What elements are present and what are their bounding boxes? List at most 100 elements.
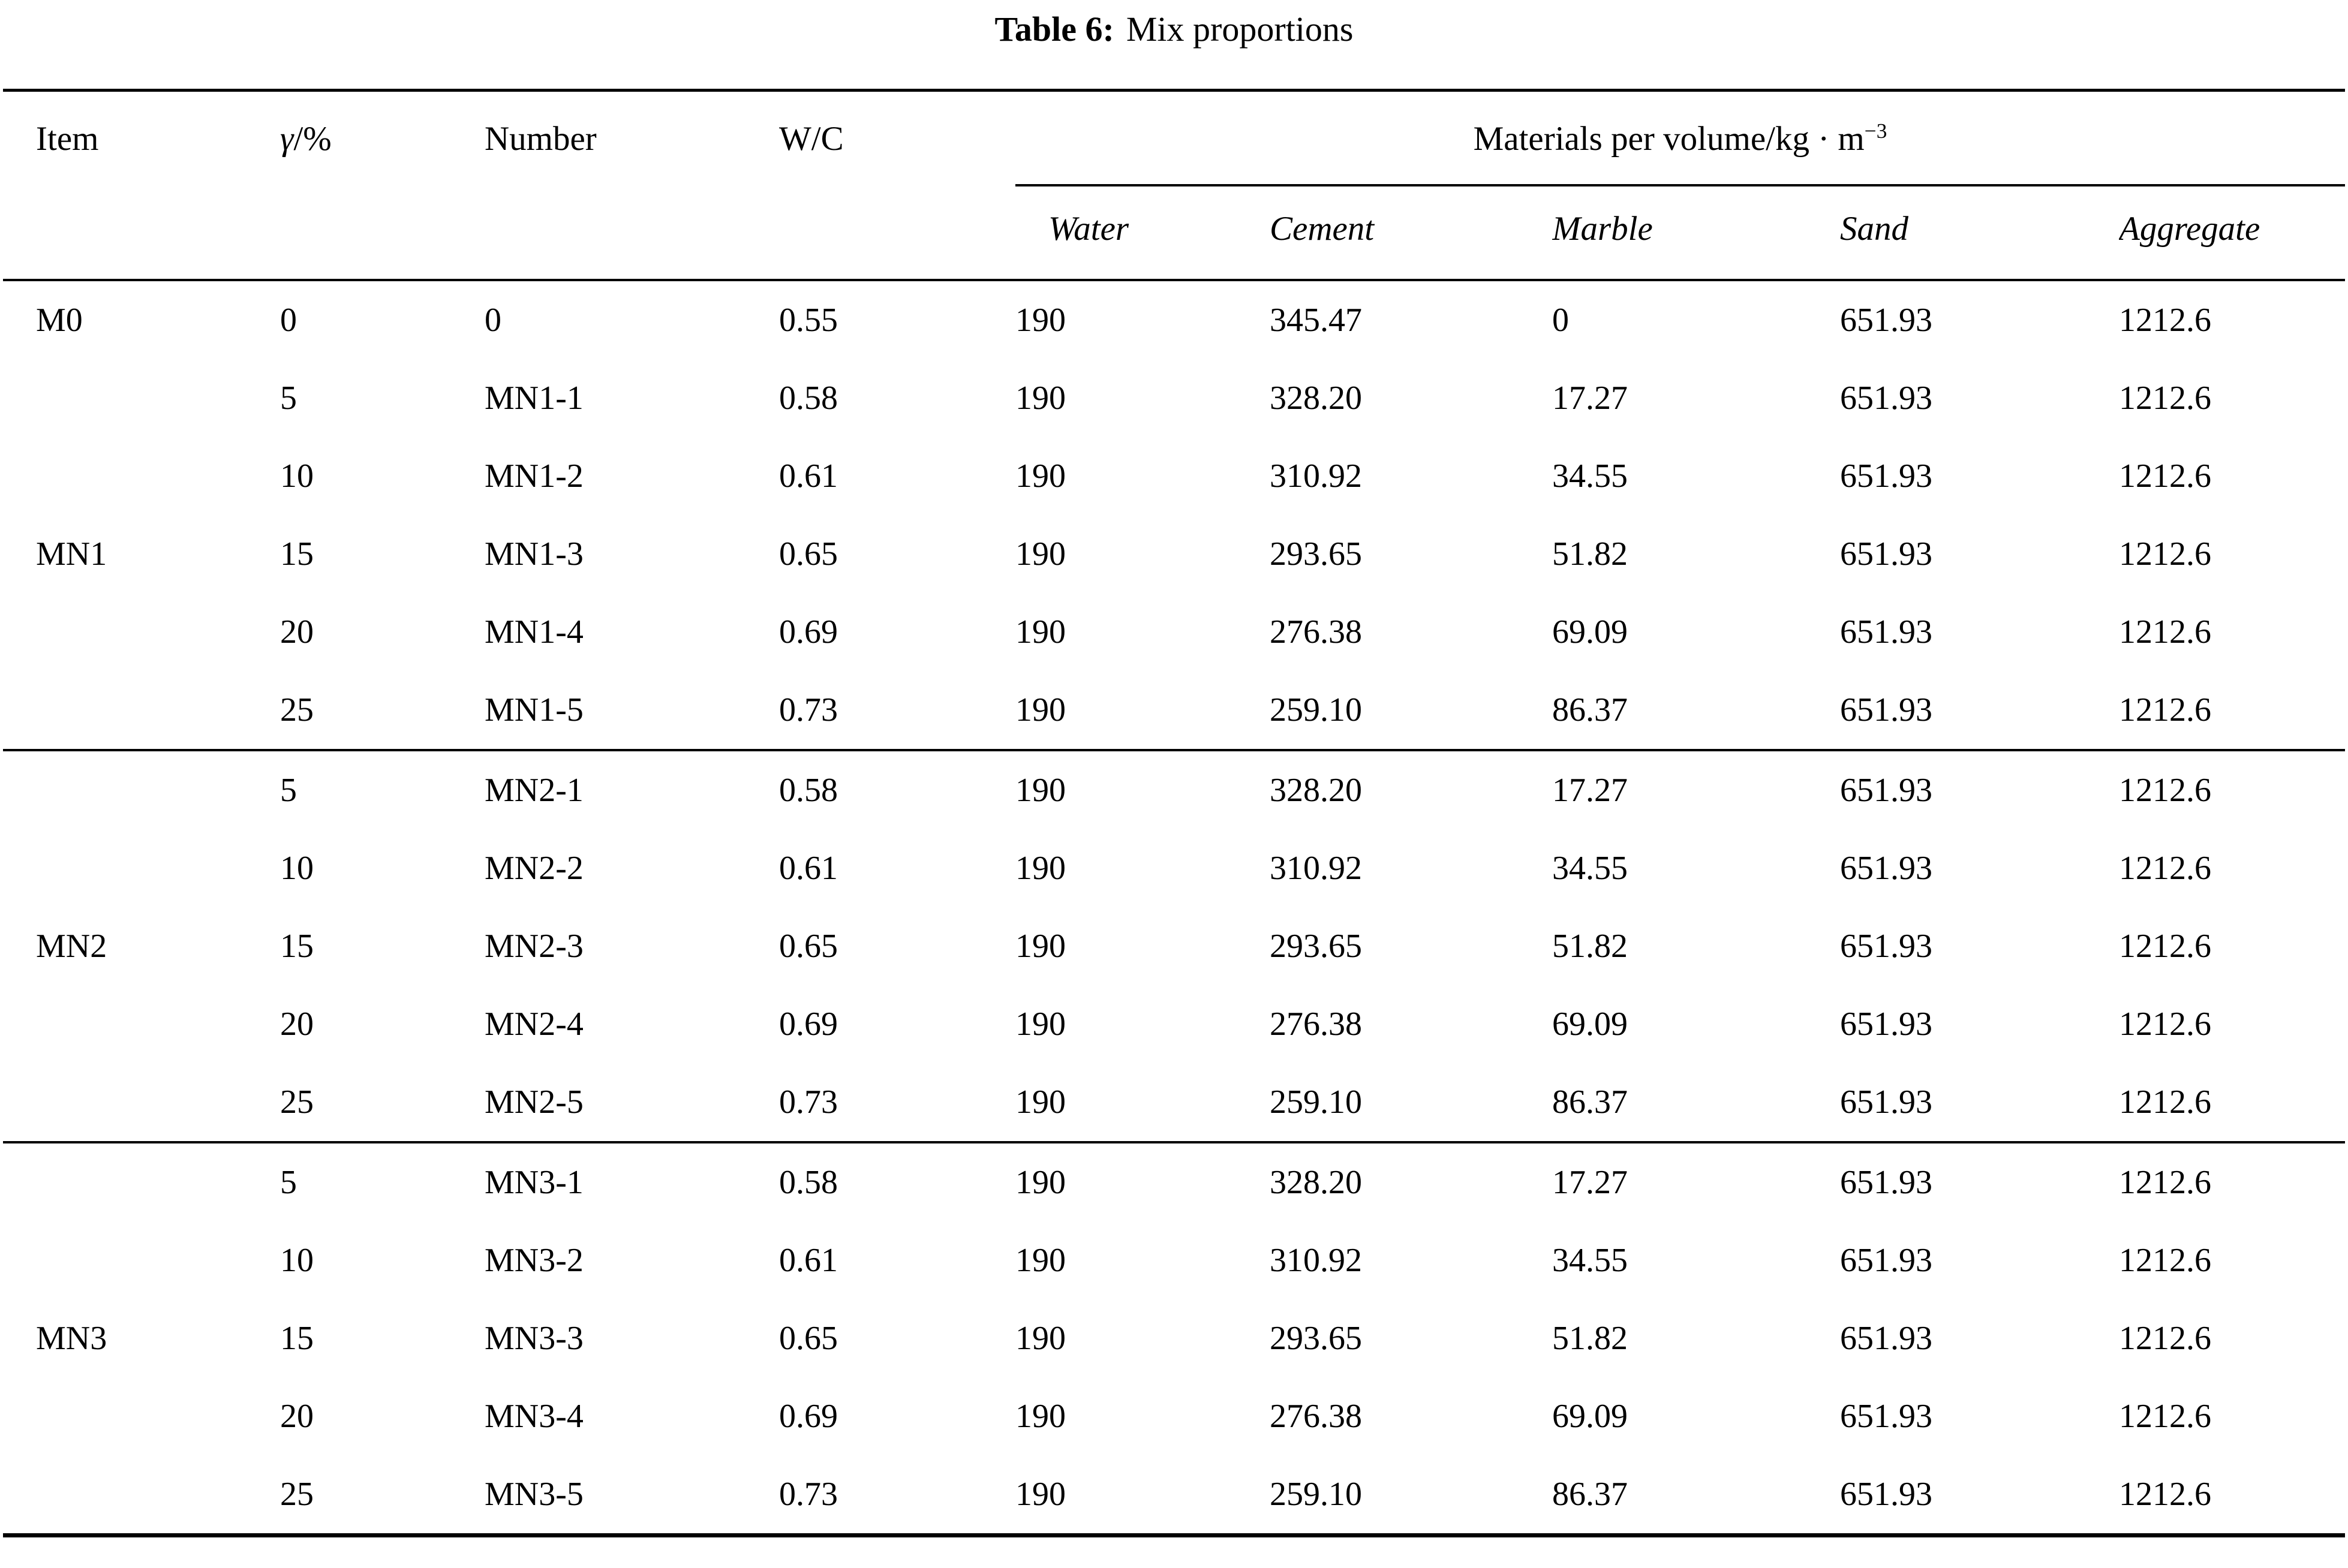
cell-item <box>3 985 280 1063</box>
header-materials-group: Materials per volume/kg · m−3 <box>1015 90 2345 186</box>
cell-number: 0 <box>485 302 501 339</box>
cell-gamma: 5 <box>280 1141 485 1221</box>
header-wc: W/C <box>779 90 1015 281</box>
table-row: 25 MN3-5 0.73 190 259.10 86.37 651.93 1212.6 <box>3 1455 2345 1536</box>
cell-sand: 651.93 <box>1840 302 1932 339</box>
cell-marble: 34.55 <box>1552 1242 1628 1279</box>
cell-wc: 0.73 <box>779 691 838 729</box>
cell-wc: 0.69 <box>779 613 838 651</box>
cell-sand: 651.93 <box>1840 1476 1932 1513</box>
cell-aggregate: 1212.6 <box>2119 1398 2211 1435</box>
cell-wc: 0.58 <box>779 749 1015 829</box>
cell-number: MN1-3 <box>485 535 584 573</box>
cell-item <box>3 1377 280 1455</box>
cell-item: MN2 <box>36 928 107 965</box>
cell-item <box>3 671 280 750</box>
cell-water: 190 <box>1015 850 1066 887</box>
header-row-main: Item γ/% Number W/C Materials per volume… <box>3 90 2345 281</box>
cell-marble: 0 <box>1552 302 1569 339</box>
cell-wc: 0.69 <box>779 1006 838 1043</box>
cell-aggregate: 1212.6 <box>2119 1476 2211 1513</box>
table-row: MN2 15 MN2-3 0.65 190 293.65 51.82 651.93 1212.6 <box>3 907 2345 985</box>
cell-cement: 328.20 <box>1270 1141 1552 1221</box>
cell-marble: 51.82 <box>1552 928 1628 965</box>
table-row: 5 MN2-1 0.58 190 328.20 17.27 651.93 1212.6 <box>3 749 2345 829</box>
cell-water: 190 <box>1015 928 1066 965</box>
table-row: 20 MN2-4 0.69 190 276.38 69.09 651.93 1212.6 <box>3 985 2345 1063</box>
table-section-1: M0 0 0 0.55 190 345.47 0 651.93 1212.6 5 MN1-1 0.58… <box>3 280 2345 750</box>
cell-number: MN3-5 <box>485 1476 584 1513</box>
table-header: Item γ/% Number W/C Materials per volume… <box>3 90 2345 281</box>
cell-aggregate: 1212.6 <box>2119 380 2211 417</box>
cell-aggregate: 1212.6 <box>2119 928 2211 965</box>
cell-wc: 0.55 <box>779 302 838 339</box>
cell-water: 190 <box>1015 1242 1066 1279</box>
header-sand: Sand <box>1840 185 2119 281</box>
cell-marble: 51.82 <box>1552 535 1628 573</box>
cell-sand: 651.93 <box>1840 1006 1932 1043</box>
cell-cement: 293.65 <box>1270 928 1362 965</box>
cell-item: MN1 <box>36 535 107 573</box>
cell-gamma: 15 <box>280 928 314 965</box>
cell-cement: 259.10 <box>1270 691 1362 729</box>
cell-gamma: 10 <box>280 458 314 495</box>
table-row: MN3 15 MN3-3 0.65 190 293.65 51.82 651.93 1212.6 <box>3 1299 2345 1377</box>
table-row: 5 MN3-1 0.58 190 328.20 17.27 651.93 1212.6 <box>3 1141 2345 1221</box>
cell-gamma: 15 <box>280 535 314 573</box>
cell-gamma: 5 <box>280 380 297 417</box>
cell-sand: 651.93 <box>1840 1084 1932 1121</box>
cell-item <box>3 1141 280 1221</box>
cell-cement: 328.20 <box>1270 380 1362 417</box>
cell-aggregate: 1212.6 <box>2119 1084 2211 1121</box>
table-row: 25 MN2-5 0.73 190 259.10 86.37 651.93 1212.6 <box>3 1063 2345 1142</box>
cell-cement: 310.92 <box>1270 850 1362 887</box>
cell-cement: 293.65 <box>1270 1320 1362 1357</box>
cell-aggregate: 1212.6 <box>2119 749 2345 829</box>
cell-cement: 345.47 <box>1270 302 1362 339</box>
cell-item <box>3 1063 280 1142</box>
cell-sand: 651.93 <box>1840 458 1932 495</box>
cell-item <box>3 437 280 515</box>
cell-aggregate: 1212.6 <box>2119 850 2211 887</box>
cell-water: 190 <box>1015 1320 1066 1357</box>
cell-sand: 651.93 <box>1840 1320 1932 1357</box>
header-marble: Marble <box>1552 185 1840 281</box>
cell-sand: 651.93 <box>1840 1398 1932 1435</box>
table-row: 5 MN1-1 0.58 190 328.20 17.27 651.93 1212.6 <box>3 359 2345 437</box>
gamma-suffix: /% <box>293 120 332 158</box>
table-caption: Table 6: Mix proportions <box>3 0 2345 50</box>
cell-wc: 0.73 <box>779 1476 838 1513</box>
table-caption-label: Table 6: <box>994 10 1114 49</box>
cell-item <box>3 829 280 907</box>
cell-number: MN3-3 <box>485 1320 584 1357</box>
cell-item: MN3 <box>36 1320 107 1357</box>
table-section-3: 5 MN3-1 0.58 190 328.20 17.27 651.93 1212.6 10 MN… <box>3 1141 2345 1536</box>
materials-group-exponent: −3 <box>1864 119 1887 143</box>
cell-item <box>3 1455 280 1536</box>
cell-water: 190 <box>1015 458 1066 495</box>
cell-cement: 276.38 <box>1270 613 1362 651</box>
cell-water: 190 <box>1015 1141 1270 1221</box>
cell-item <box>3 359 280 437</box>
table-caption-text: Mix proportions <box>1126 10 1354 49</box>
table-row: 20 MN3-4 0.69 190 276.38 69.09 651.93 1212.6 <box>3 1377 2345 1455</box>
cell-gamma: 10 <box>280 850 314 887</box>
cell-marble: 34.55 <box>1552 850 1628 887</box>
cell-marble: 86.37 <box>1552 691 1628 729</box>
cell-wc: 0.58 <box>779 380 838 417</box>
cell-marble: 86.37 <box>1552 1476 1628 1513</box>
cell-water: 190 <box>1015 749 1270 829</box>
cell-item <box>3 593 280 671</box>
cell-gamma: 20 <box>280 613 314 651</box>
cell-gamma: 0 <box>280 302 297 339</box>
table-row: M0 0 0 0.55 190 345.47 0 651.93 1212.6 <box>3 280 2345 359</box>
cell-aggregate: 1212.6 <box>2119 1006 2211 1043</box>
cell-wc: 0.73 <box>779 1084 838 1121</box>
cell-gamma: 25 <box>280 1084 314 1121</box>
header-number: Number <box>485 90 779 281</box>
cell-cement: 276.38 <box>1270 1398 1362 1435</box>
header-item: Item <box>3 90 280 281</box>
cell-wc: 0.65 <box>779 1320 838 1357</box>
cell-wc: 0.58 <box>779 1141 1015 1221</box>
table-row: 10 MN3-2 0.61 190 310.92 34.55 651.93 1212.6 <box>3 1221 2345 1299</box>
